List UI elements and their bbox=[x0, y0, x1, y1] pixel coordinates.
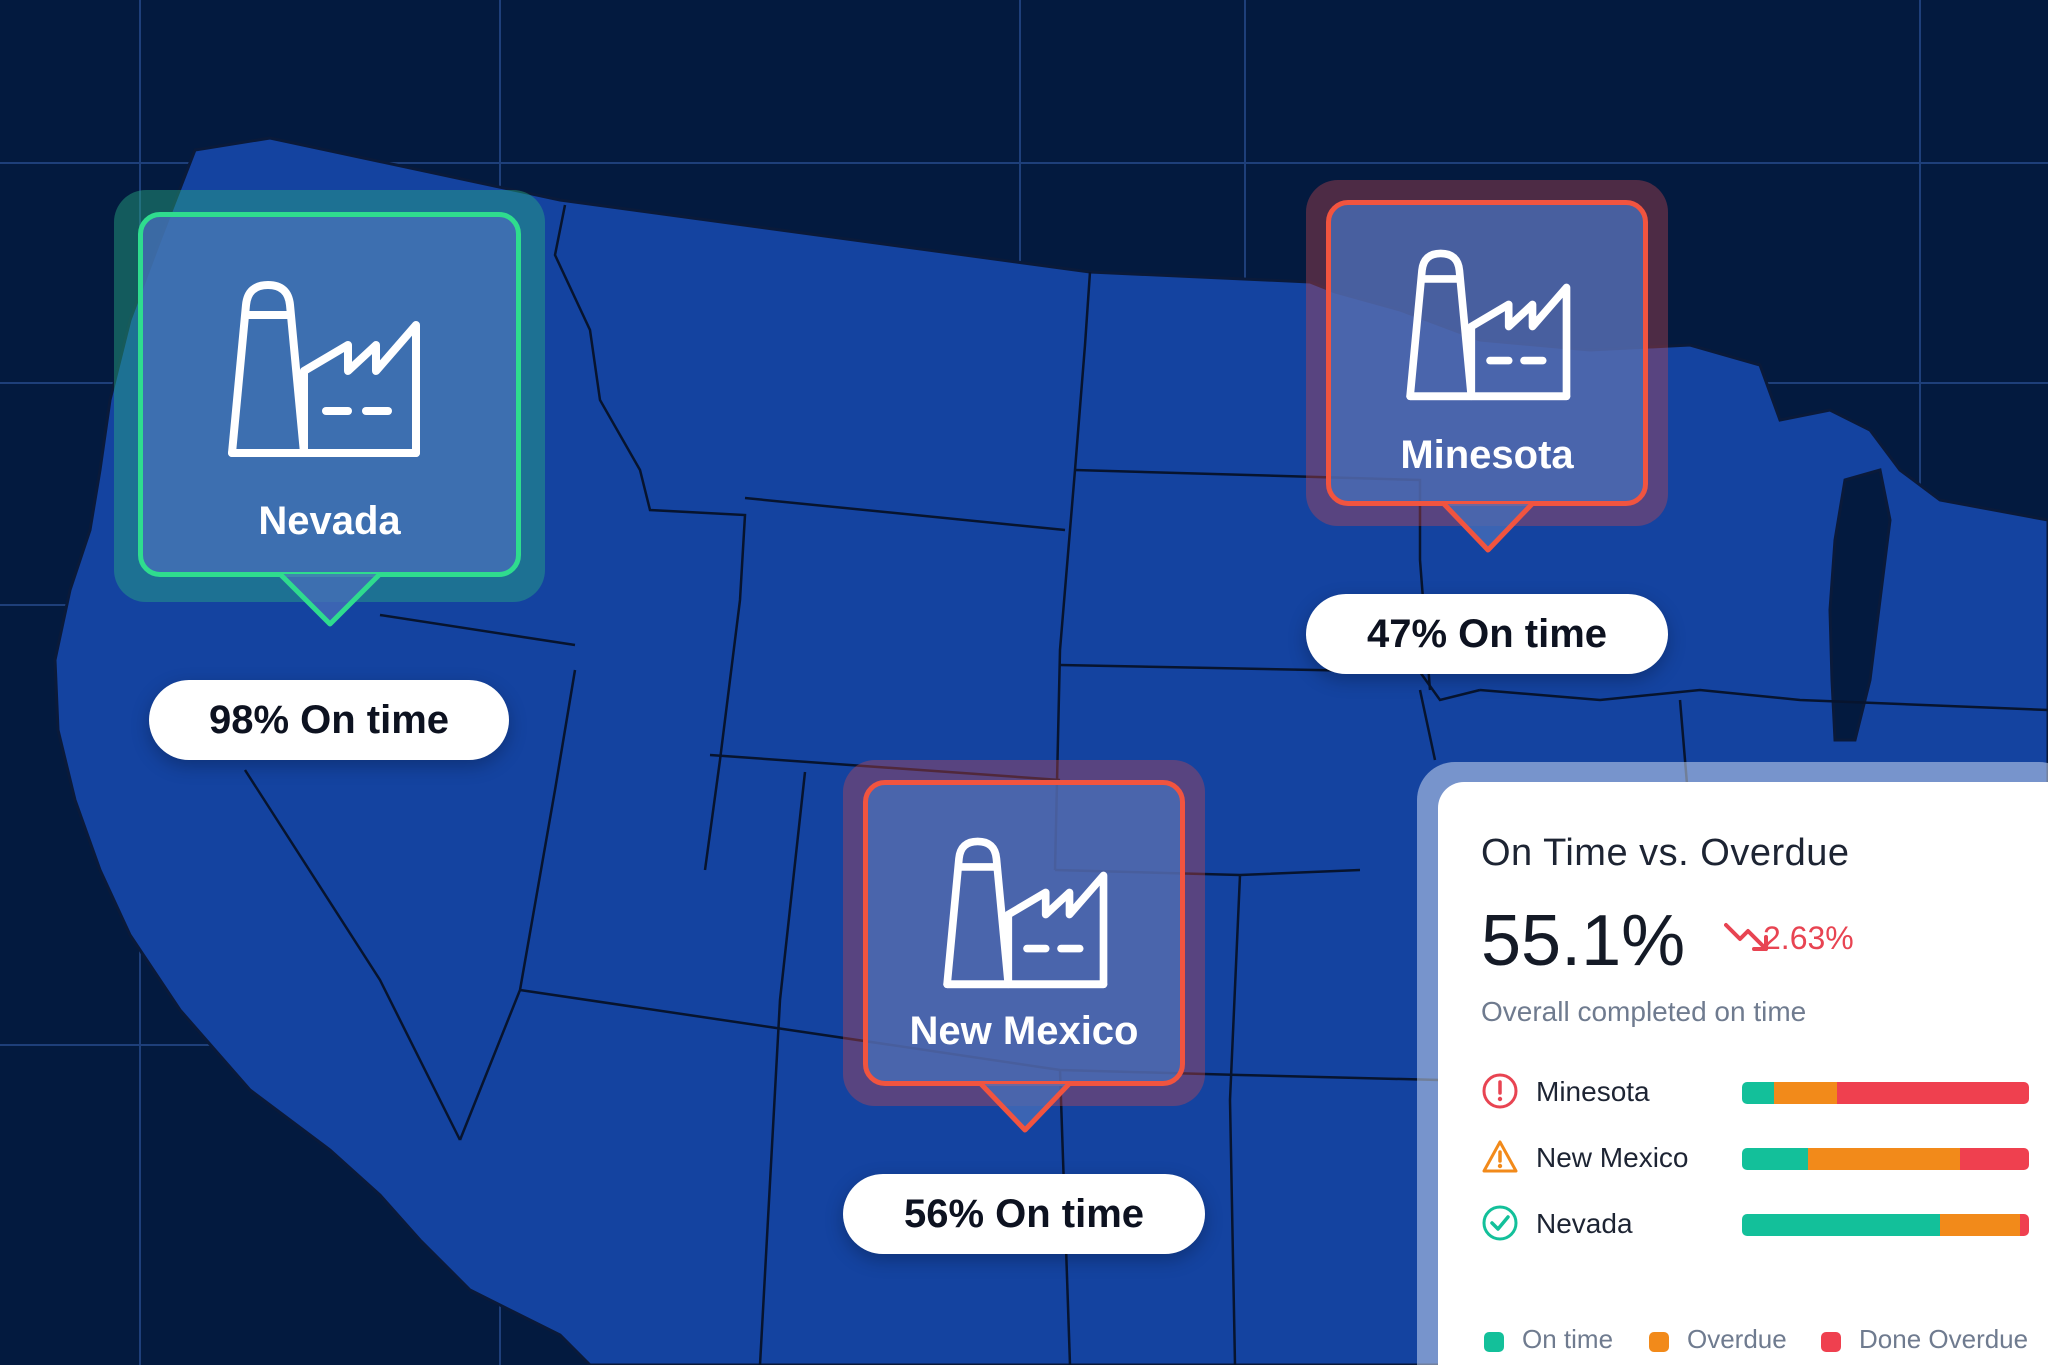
on-time-pill-new-mexico: 56% On time bbox=[843, 1174, 1205, 1254]
stacked-bar bbox=[1742, 1148, 2029, 1170]
marker-minesota[interactable]: Minesota bbox=[1306, 180, 1668, 553]
legend-label: Done Overdue bbox=[1859, 1324, 2029, 1354]
lake-michigan bbox=[1828, 468, 1892, 742]
stacked-bar bbox=[1742, 1214, 2029, 1236]
bar-segment-overdue bbox=[1940, 1214, 2021, 1236]
bar-segment-done-overdue bbox=[2020, 1214, 2029, 1236]
marker-pointer bbox=[979, 1082, 1071, 1133]
bar-segment-done-overdue bbox=[1960, 1148, 2029, 1170]
alert-circle-icon bbox=[1482, 1073, 1518, 1109]
bar-segment-on-time bbox=[1742, 1214, 1941, 1236]
stacked-bar bbox=[1742, 1082, 2029, 1104]
marker-label: Minesota bbox=[1400, 433, 1574, 477]
legend-swatch bbox=[1649, 1332, 1669, 1352]
summary-panel: On Time vs. Overdue 55.1% 2.63% Overall … bbox=[1417, 762, 2048, 1365]
region-label: Nevada bbox=[1536, 1208, 1633, 1239]
legend-label: Overdue bbox=[1687, 1324, 1787, 1354]
overall-percentage: 55.1% bbox=[1481, 901, 1686, 981]
panel-subtitle: Overall completed on time bbox=[1481, 996, 1807, 1027]
bar-segment-done-overdue bbox=[1836, 1082, 2029, 1104]
region-row-new-mexico[interactable]: New Mexico bbox=[1481, 1138, 2048, 1182]
bar-segment-overdue bbox=[1808, 1148, 1961, 1170]
panel-title: On Time vs. Overdue bbox=[1481, 832, 1850, 874]
marker-label: New Mexico bbox=[909, 1009, 1139, 1053]
factory-icon bbox=[1406, 249, 1571, 401]
marker-pointer bbox=[1442, 502, 1534, 553]
region-label: New Mexico bbox=[1536, 1142, 1689, 1173]
region-row-minesota[interactable]: Minesota bbox=[1481, 1072, 2048, 1116]
legend-label: On time bbox=[1522, 1324, 1614, 1354]
legend-swatch bbox=[1821, 1332, 1841, 1352]
factory-icon bbox=[943, 837, 1108, 989]
trend-value: 2.63% bbox=[1763, 920, 1854, 956]
marker-label: Nevada bbox=[258, 499, 401, 543]
check-circle-icon bbox=[1482, 1205, 1518, 1241]
trend-down-icon bbox=[1724, 923, 1768, 951]
bar-segment-on-time bbox=[1742, 1082, 1774, 1104]
factory-icon bbox=[228, 281, 420, 457]
region-label: Minesota bbox=[1536, 1076, 1650, 1107]
marker-nevada[interactable]: Nevada bbox=[114, 190, 545, 627]
bar-segment-on-time bbox=[1742, 1148, 1808, 1170]
bar-segment-overdue bbox=[1773, 1082, 1837, 1104]
marker-pointer bbox=[278, 572, 382, 627]
on-time-pill-minesota: 47% On time bbox=[1306, 594, 1668, 674]
region-row-nevada[interactable]: Nevada bbox=[1481, 1204, 2048, 1248]
marker-new-mexico[interactable]: New Mexico bbox=[843, 760, 1205, 1133]
on-time-pill-nevada: 98% On time bbox=[149, 680, 509, 760]
legend-swatch bbox=[1484, 1332, 1504, 1352]
summary-card: On Time vs. Overdue 55.1% 2.63% Overall … bbox=[1438, 782, 2048, 1365]
warning-triangle-icon bbox=[1482, 1140, 1518, 1173]
